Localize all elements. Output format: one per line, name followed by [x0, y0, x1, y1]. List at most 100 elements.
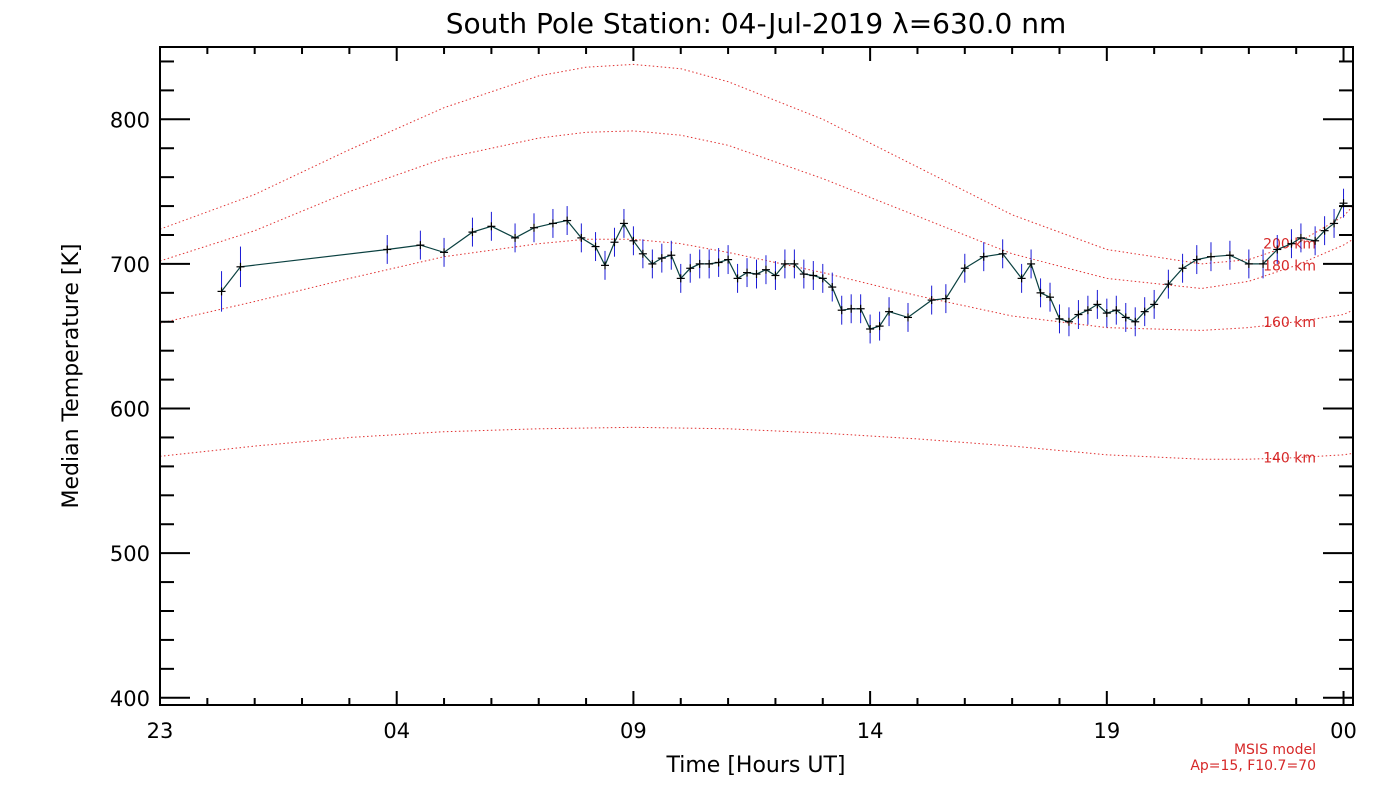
- model-curve-label: 140 km: [1263, 451, 1316, 467]
- data-point: [847, 304, 856, 313]
- x-tick-label: 00: [1330, 719, 1357, 743]
- plot-frame: [159, 46, 1354, 706]
- data-point: [1320, 226, 1329, 235]
- data-point: [875, 322, 884, 331]
- data-line: [221, 202, 1345, 330]
- data-point: [828, 283, 837, 292]
- data-point: [790, 259, 799, 268]
- data-point: [383, 245, 392, 254]
- x-tick-label: 04: [383, 719, 410, 743]
- data-point: [1131, 317, 1140, 326]
- data-point: [927, 296, 936, 305]
- data-point: [511, 233, 520, 242]
- data-point: [941, 294, 950, 303]
- data-point: [1330, 219, 1339, 228]
- x-tick-label: 19: [1093, 719, 1120, 743]
- data-point: [440, 248, 449, 257]
- data-point: [686, 264, 695, 273]
- model-note-line-2: Ap=15, F10.7=70: [1190, 758, 1316, 774]
- data-point: [733, 274, 742, 283]
- data-point: [1055, 314, 1064, 323]
- data-point: [752, 270, 761, 279]
- model-curve: [160, 63, 1353, 265]
- data-point: [1102, 309, 1111, 318]
- data-point: [416, 241, 425, 250]
- data-point: [903, 313, 912, 322]
- x-tick-label: 23: [147, 719, 174, 743]
- data-point: [217, 287, 226, 296]
- data-point: [1046, 293, 1055, 302]
- data-point: [1083, 306, 1092, 315]
- data-point: [619, 219, 628, 228]
- data-point: [236, 262, 245, 271]
- data-point: [638, 249, 647, 258]
- data-point: [667, 251, 676, 260]
- data-point: [1244, 259, 1253, 268]
- data-point: [818, 274, 827, 283]
- data-point: [1017, 274, 1026, 283]
- data-point: [714, 258, 723, 267]
- axis-ticks-layer: 23 04 09 14 19 00 400 500 600 700 800: [110, 47, 1357, 743]
- data-point: [705, 259, 714, 268]
- x-axis-label: Time [Hours UT]: [666, 753, 846, 778]
- chart-title: South Pole Station: 04-Jul-2019 λ=630.0 …: [446, 7, 1067, 40]
- data-point: [799, 270, 808, 279]
- model-note-line-1: MSIS model: [1234, 742, 1316, 758]
- data-point: [610, 238, 619, 247]
- data-point: [1121, 313, 1130, 322]
- data-point: [548, 219, 557, 228]
- y-tick-label: 400: [110, 687, 150, 711]
- data-point: [563, 216, 572, 225]
- data-point: [866, 325, 875, 333]
- data-point: [960, 264, 969, 273]
- model-curve: [160, 426, 1353, 460]
- model-curve: [160, 130, 1353, 290]
- data-point: [979, 252, 988, 261]
- y-tick-label: 700: [110, 253, 150, 277]
- data-point: [676, 274, 685, 283]
- data-point: [591, 242, 600, 251]
- data-point: [1140, 307, 1149, 316]
- data-point: [837, 306, 846, 315]
- data-point: [771, 271, 780, 280]
- data-point: [529, 223, 538, 232]
- data-point: [1311, 236, 1320, 245]
- data-point: [487, 222, 496, 231]
- model-curve-label: 160 km: [1263, 315, 1316, 331]
- data-point: [743, 268, 752, 277]
- data-point: [1027, 259, 1036, 268]
- data-point: [1273, 245, 1282, 254]
- model-lines-layer: [160, 63, 1353, 460]
- data-point: [885, 307, 894, 316]
- data-point: [856, 304, 865, 313]
- data-point: [1093, 300, 1102, 309]
- data-point: [577, 233, 586, 242]
- data-point: [1178, 264, 1187, 273]
- data-series-layer: [217, 188, 1348, 344]
- data-point: [1259, 259, 1268, 268]
- y-tick-label: 500: [110, 542, 150, 566]
- data-point: [1164, 280, 1173, 289]
- model-curve-label: 180 km: [1263, 258, 1316, 274]
- data-point: [1074, 310, 1083, 319]
- data-point: [1192, 255, 1201, 264]
- data-point: [809, 271, 818, 280]
- x-tick-label: 09: [620, 719, 647, 743]
- y-tick-label: 800: [110, 108, 150, 132]
- data-point: [1150, 300, 1159, 309]
- data-point: [468, 228, 477, 237]
- data-point: [629, 236, 638, 245]
- data-point: [1296, 233, 1305, 242]
- data-point: [1225, 251, 1234, 260]
- data-point: [1112, 306, 1121, 315]
- data-point: [601, 261, 610, 270]
- x-tick-label: 14: [857, 719, 884, 743]
- y-tick-label: 600: [110, 398, 150, 422]
- data-point: [761, 265, 770, 274]
- data-point: [648, 259, 657, 268]
- data-point: [657, 254, 666, 263]
- data-point: [724, 255, 733, 264]
- data-point: [1036, 288, 1045, 297]
